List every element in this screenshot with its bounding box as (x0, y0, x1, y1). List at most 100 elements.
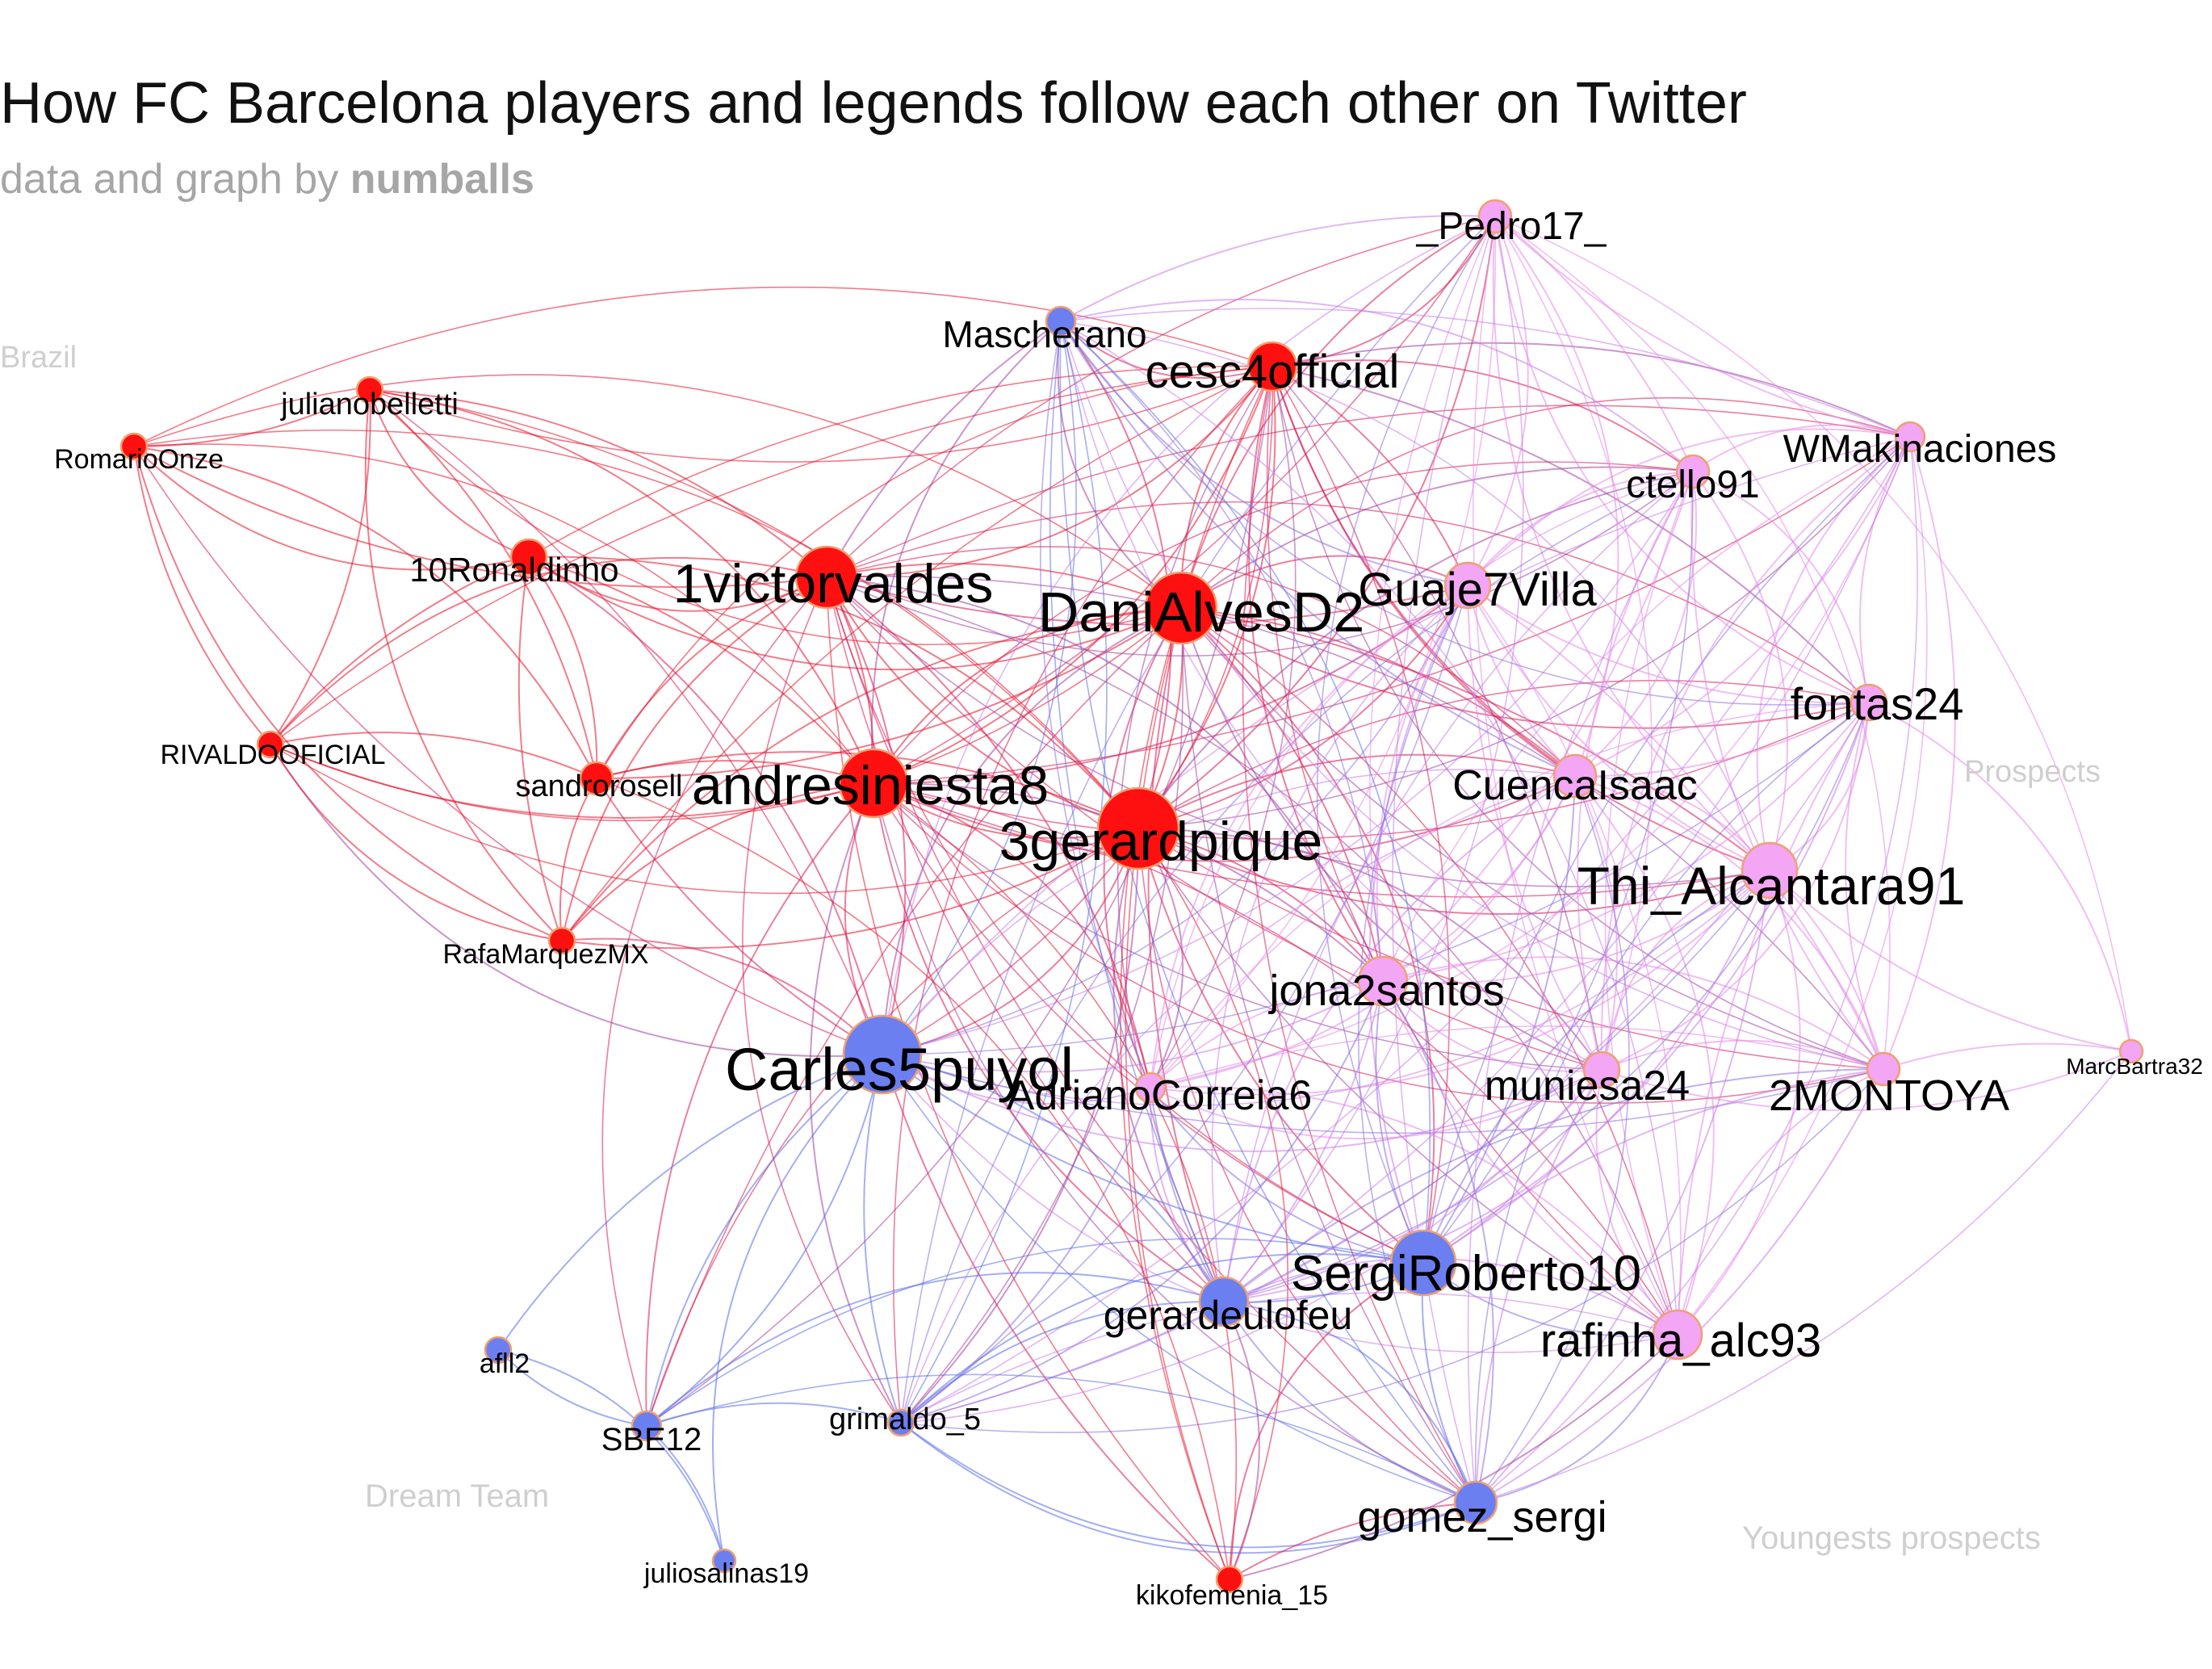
follow-edge (1690, 471, 1884, 1070)
node-label-adriano: AdrianoCorreia6 (1007, 1072, 1313, 1119)
node-layer (119, 199, 2144, 1594)
follow-edge (1049, 321, 1225, 1302)
follow-edge (645, 782, 874, 1427)
follow-edge (596, 366, 1273, 779)
node-label-belletti: julianobelletti (280, 388, 459, 421)
follow-edge (1492, 216, 1770, 871)
follow-edge (1060, 321, 1576, 777)
follow-edge (1147, 607, 1225, 1302)
node-villa[interactable] (1443, 561, 1492, 610)
follow-edge (1060, 321, 1384, 982)
follow-edge (873, 782, 1678, 1336)
node-femenia[interactable] (1215, 1565, 1244, 1594)
node-label-rafinha: rafinha_alc93 (1540, 1315, 1821, 1367)
follow-edge (528, 556, 1182, 671)
follow-edge (1475, 775, 1630, 1503)
node-cesc[interactable] (1246, 341, 1298, 392)
node-label-rivaldo: RIVALDOOFICIAL (161, 740, 386, 770)
node-adriano[interactable] (1134, 1071, 1167, 1104)
follow-edge (1057, 321, 1182, 609)
follow-edge (826, 405, 1911, 578)
node-fontas[interactable] (1850, 683, 1888, 722)
follow-edge (1382, 870, 1770, 984)
follow-edge (1180, 216, 1496, 609)
follow-edge (1125, 607, 1230, 1580)
node-cuenca[interactable] (1552, 753, 1598, 799)
follow-edge (1769, 870, 2132, 1052)
follow-edge (1868, 702, 2132, 1052)
follow-edge (873, 782, 1151, 1088)
follow-edge (1060, 321, 1770, 871)
node-pedro[interactable] (1477, 199, 1513, 234)
node-marquez[interactable] (547, 926, 576, 955)
follow-edge (1223, 216, 1524, 1302)
follow-edge (1137, 680, 1870, 829)
node-bartra[interactable] (2118, 1038, 2144, 1064)
follow-edge (1150, 1085, 1678, 1336)
follow-edge (646, 1425, 725, 1562)
follow-edge (1229, 1502, 1477, 1580)
node-thiago[interactable] (1741, 841, 1799, 899)
follow-edge (1060, 321, 1273, 379)
follow-edge (1677, 436, 1928, 1336)
follow-edge (1271, 342, 1911, 438)
follow-edge (1060, 321, 1468, 586)
node-rosell[interactable] (579, 761, 614, 796)
follow-edge (1180, 555, 1468, 609)
follow-edge (1271, 366, 1870, 703)
follow-edge (1475, 436, 1918, 1503)
follow-edge (1601, 702, 1870, 1071)
follow-edge (1271, 366, 1770, 871)
node-montoya[interactable] (1866, 1051, 1901, 1087)
node-deulofeu[interactable] (1198, 1276, 1250, 1327)
node-label-femenia: kikofemenia_15 (1136, 1580, 1328, 1611)
node-romario[interactable] (119, 432, 149, 461)
node-roberto[interactable] (1389, 1229, 1457, 1297)
node-sbe[interactable] (631, 1410, 663, 1442)
follow-edge (270, 556, 827, 745)
node-muniesa[interactable] (1582, 1050, 1621, 1089)
follow-edge (133, 286, 1273, 447)
node-wmak[interactable] (1894, 421, 1926, 453)
node-belletti[interactable] (355, 375, 384, 405)
node-rafinha[interactable] (1652, 1309, 1703, 1361)
node-grimaldo[interactable] (886, 1408, 915, 1437)
follow-edge (1060, 299, 1694, 472)
follow-edge (1040, 321, 1151, 1088)
follow-edge (1211, 585, 1468, 1302)
follow-edge (1422, 870, 1770, 1264)
node-puyol[interactable] (842, 1014, 923, 1095)
follow-edge (900, 1292, 1678, 1424)
follow-edge (1150, 980, 1384, 1088)
node-mascherano[interactable] (1045, 305, 1077, 338)
node-rivaldo[interactable] (256, 730, 285, 759)
follow-edge (1271, 366, 1451, 1264)
follow-edge (561, 937, 883, 1055)
follow-edge (882, 1054, 1230, 1580)
node-afll[interactable] (484, 1336, 513, 1365)
node-ronaldinho[interactable] (509, 538, 548, 577)
node-label-valdes: 1victorvaldes (673, 553, 994, 614)
follow-edge (1382, 980, 1602, 1072)
subtitle-prefix: data and graph by (0, 156, 339, 203)
follow-edge (1382, 471, 1694, 982)
group-label-layer: Brazil Prospects Dream Team Youngests prosp… (0, 341, 2101, 1556)
node-jona[interactable] (1357, 955, 1409, 1007)
node-label-grimaldo: grimaldo_5 (829, 1403, 981, 1436)
node-label-iniesta: andresiniesta8 (692, 755, 1049, 816)
follow-edge (900, 828, 1140, 1424)
node-tello[interactable] (1675, 454, 1711, 489)
follow-edge (1601, 1050, 2132, 1112)
node-iniesta[interactable] (838, 748, 909, 819)
follow-edge (646, 1238, 1424, 1427)
node-gomez[interactable] (1453, 1480, 1498, 1525)
node-salinas[interactable] (711, 1548, 737, 1574)
follow-edge (561, 577, 827, 941)
node-pique[interactable] (1096, 786, 1180, 870)
follow-edge (1150, 436, 1911, 1088)
node-valdes[interactable] (794, 545, 859, 610)
follow-edge (1223, 1301, 1477, 1503)
node-alves[interactable] (1144, 571, 1218, 645)
follow-edge (1149, 1087, 1225, 1302)
node-label-roberto: SergiRoberto10 (1291, 1246, 1641, 1302)
